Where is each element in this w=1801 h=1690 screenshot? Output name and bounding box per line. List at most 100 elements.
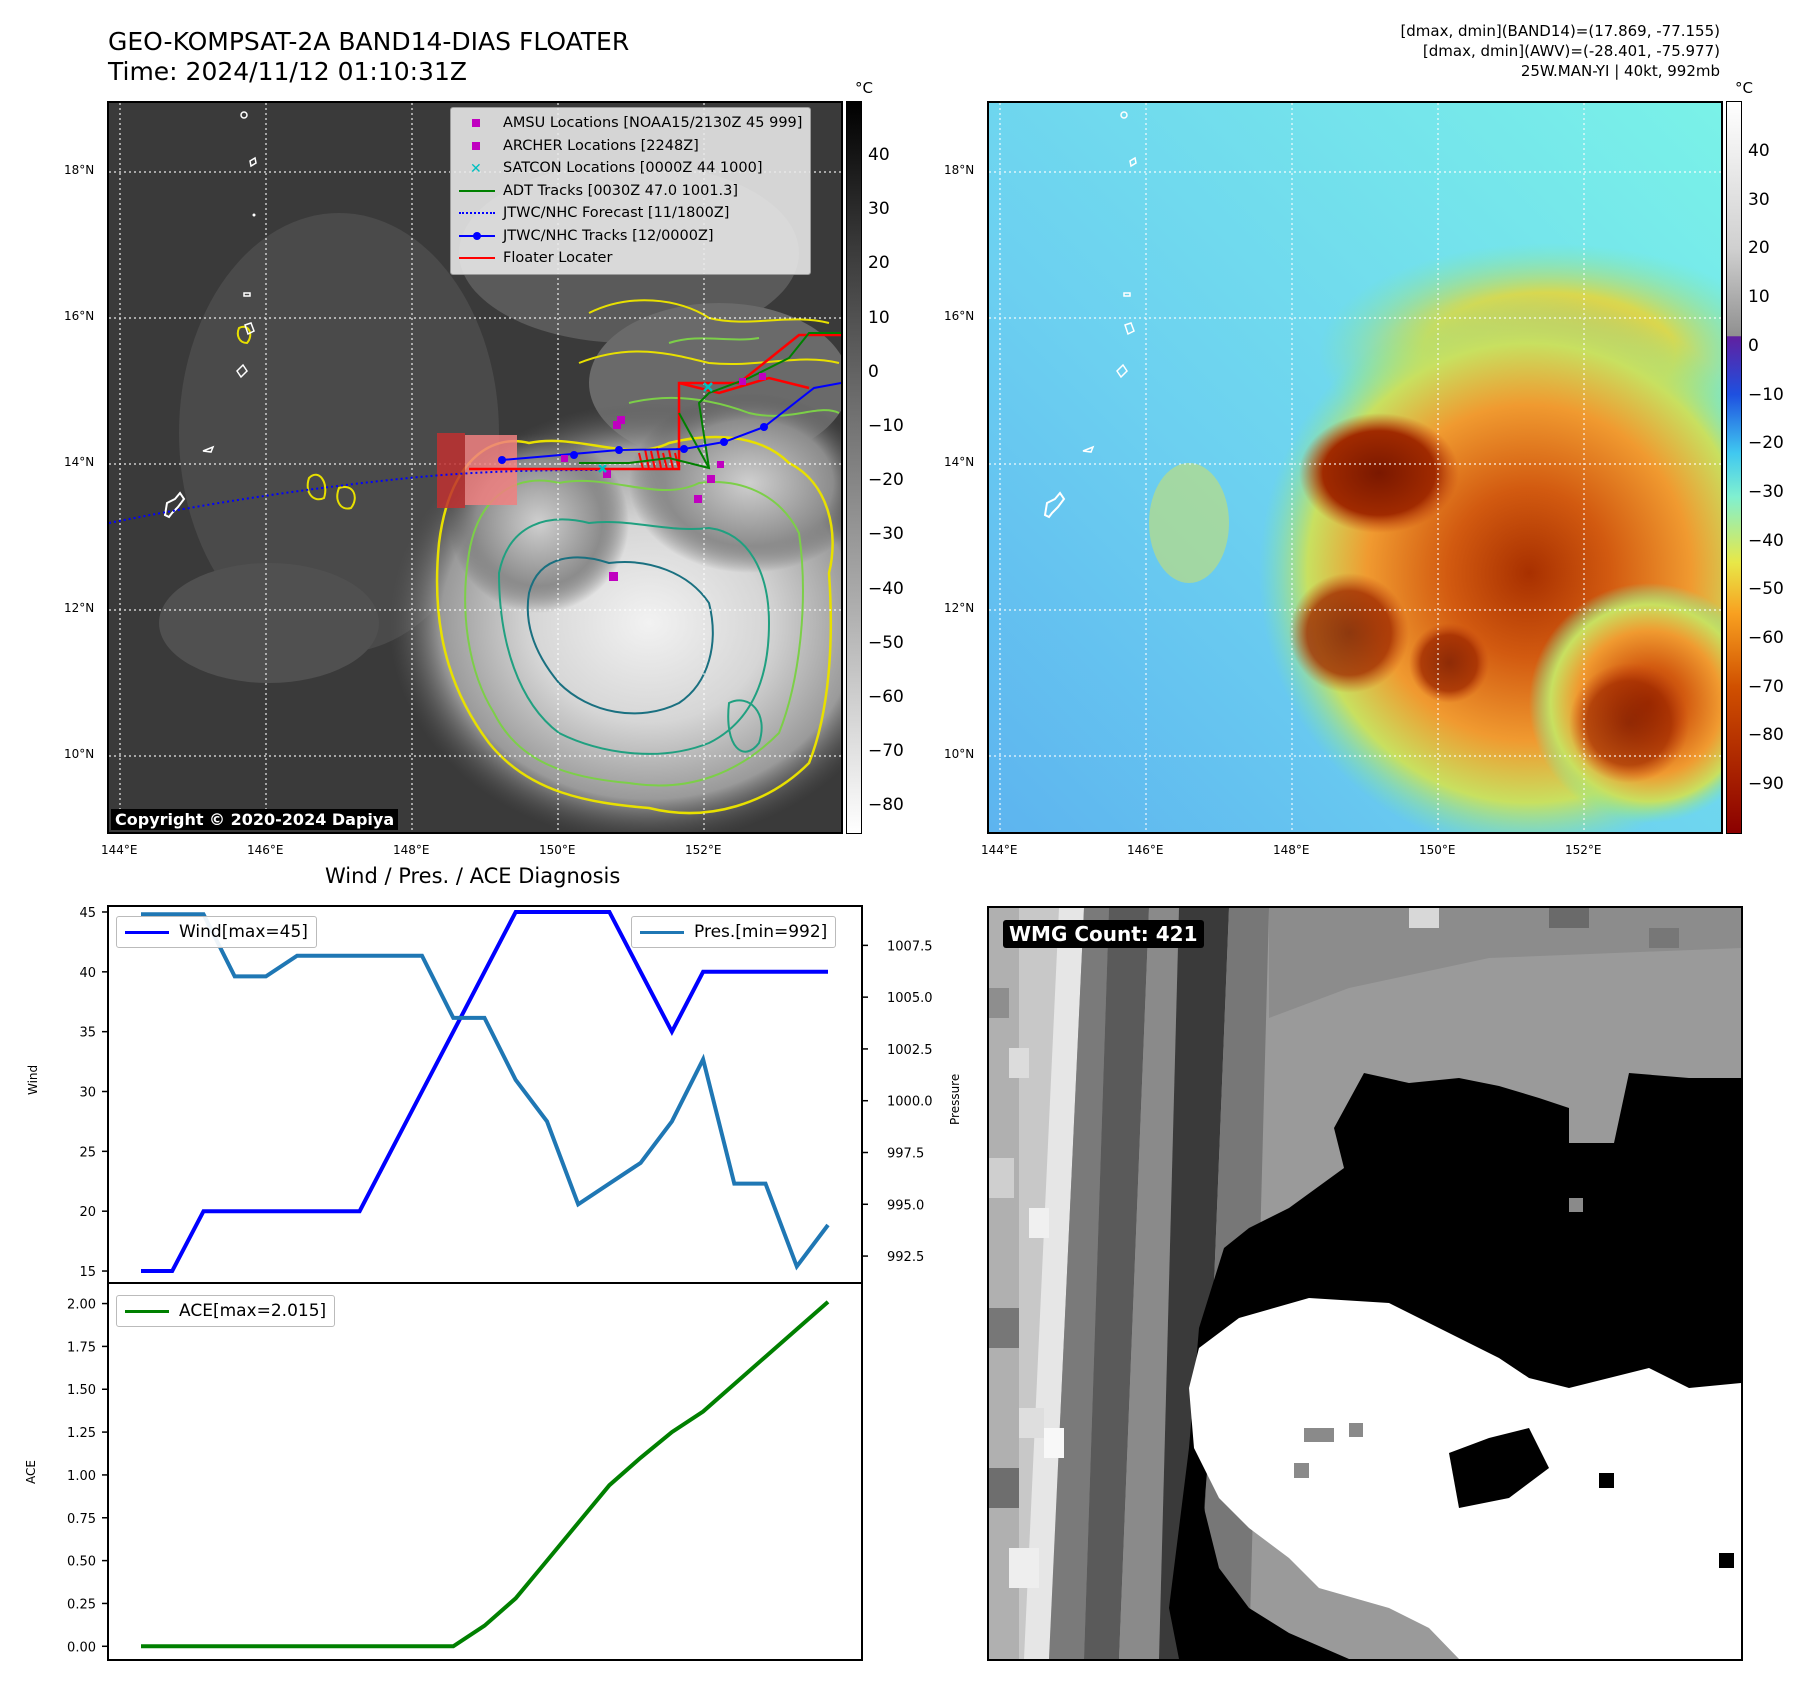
ace-axis-label: ACE bbox=[24, 1460, 38, 1484]
pressure-tick-label: 997.5 bbox=[887, 1147, 924, 1162]
left-colorbar bbox=[846, 101, 862, 834]
colorbar-tick: −60 bbox=[868, 687, 904, 707]
colorbar-tick: −40 bbox=[868, 578, 904, 599]
colorbar-tick: −20 bbox=[868, 470, 904, 491]
colorbar-tick: −70 bbox=[868, 741, 904, 762]
ace-tick-label: 1.00 bbox=[67, 1469, 96, 1484]
lon-tick: 148°E bbox=[393, 843, 430, 857]
colorbar-tick: 10 bbox=[1748, 287, 1770, 308]
pressure-axis-label: Pressure bbox=[948, 1073, 962, 1125]
left-colorbar-unit: °C bbox=[855, 79, 873, 97]
pressure-legend: Pres.[min=992] bbox=[631, 916, 837, 948]
ace-tick-label: 0.25 bbox=[67, 1597, 96, 1612]
right-colorbar bbox=[1726, 101, 1742, 834]
colorbar-tick: 30 bbox=[1748, 189, 1770, 210]
legend-marker-archer bbox=[459, 139, 495, 153]
colorbar-tick: 40 bbox=[1748, 141, 1770, 161]
pressure-legend-key bbox=[640, 930, 684, 934]
right-colorbar-unit: °C bbox=[1735, 79, 1753, 97]
wind-tick-label: 40 bbox=[79, 966, 96, 981]
awv-map bbox=[989, 103, 1721, 832]
legend-marker-amsu bbox=[459, 116, 495, 130]
lat-tick: 14°N bbox=[944, 455, 975, 469]
lon-tick: 148°E bbox=[1273, 843, 1310, 857]
awv-range: [dmax, dmin](AWV)=(-28.401, -75.977) bbox=[1422, 42, 1720, 60]
colorbar-tick: 0 bbox=[868, 361, 879, 382]
wmg-count-label: WMG Count: 421 bbox=[1003, 920, 1204, 948]
wind-tick-label: 20 bbox=[79, 1205, 96, 1220]
ace-tick-label: 0.00 bbox=[67, 1640, 96, 1655]
ace-chart: 2.00 1.75 1.50 1.25 1.00 0.75 0.50 0.25 0.00 bbox=[67, 1282, 863, 1661]
pressure-tick-label: 1005.0 bbox=[887, 991, 933, 1006]
wind-tick-label: 30 bbox=[79, 1086, 96, 1101]
lon-tick: 144°E bbox=[981, 843, 1018, 857]
colorbar-tick: 10 bbox=[868, 307, 890, 328]
wind-legend-key bbox=[125, 930, 169, 934]
lon-tick: 150°E bbox=[539, 843, 576, 857]
legend-marker-tracks bbox=[459, 229, 495, 243]
legend-label-forecast: JTWC/NHC Forecast [11/1800Z] bbox=[503, 205, 730, 221]
legend-marker-floater bbox=[459, 251, 495, 265]
legend-label-floater: Floater Locater bbox=[503, 250, 613, 266]
lat-tick: 16°N bbox=[64, 309, 95, 323]
ace-tick-label: 0.50 bbox=[67, 1555, 96, 1570]
awv-map-panel bbox=[987, 101, 1723, 834]
lat-tick: 16°N bbox=[944, 309, 975, 323]
colorbar-tick: −90 bbox=[1748, 774, 1784, 795]
ace-legend-label: ACE[max=2.015] bbox=[179, 1301, 327, 1321]
wind-pressure-chart: 45 40 35 30 25 20 15 1007.5 1005.0 1002.5 1000.0 99… bbox=[79, 905, 933, 1284]
legend-label-archer: ARCHER Locations [2248Z] bbox=[503, 137, 699, 154]
colorbar-tick: −50 bbox=[868, 632, 904, 653]
lat-tick: 14°N bbox=[64, 455, 95, 469]
colorbar-tick: −30 bbox=[868, 524, 904, 545]
lon-tick: 150°E bbox=[1419, 843, 1456, 857]
ace-tick-label: 1.50 bbox=[67, 1383, 96, 1398]
pressure-tick-label: 1007.5 bbox=[887, 939, 933, 954]
copyright-label: Copyright © 2020-2024 Dapiya bbox=[111, 809, 399, 830]
colorbar-tick: −70 bbox=[1748, 676, 1784, 697]
colorbar-tick: −20 bbox=[1748, 433, 1784, 454]
wind-tick-label: 25 bbox=[79, 1145, 96, 1160]
chart-title: GEO-KOMPSAT-2A BAND14-DIAS FLOATER bbox=[108, 27, 630, 56]
legend-label-satcon: SATCON Locations [0000Z 44 1000] bbox=[503, 160, 763, 176]
legend-label-adt: ADT Tracks [0030Z 47.0 1001.3] bbox=[503, 182, 739, 199]
colorbar-tick: 20 bbox=[1748, 238, 1770, 259]
colorbar-tick: −80 bbox=[868, 795, 904, 816]
pressure-tick-label: 992.5 bbox=[887, 1250, 924, 1265]
ace-tick-label: 0.75 bbox=[67, 1512, 96, 1527]
pressure-legend-label: Pres.[min=992] bbox=[694, 922, 828, 942]
legend-marker-adt bbox=[459, 184, 495, 198]
pressure-tick-label: 1000.0 bbox=[887, 1095, 933, 1110]
lon-tick: 146°E bbox=[1127, 843, 1164, 857]
lat-tick: 10°N bbox=[944, 747, 975, 761]
legend-label-amsu: AMSU Locations [NOAA15/2130Z 45 999] bbox=[503, 115, 803, 131]
wind-tick-label: 15 bbox=[79, 1265, 96, 1280]
ace-legend-key bbox=[125, 1309, 169, 1313]
lon-tick: 152°E bbox=[1565, 843, 1602, 857]
legend-item-tracks: JTWC/NHC Tracks [12/0000Z] bbox=[459, 225, 802, 248]
wmg-panel: WMG Count: 421 bbox=[987, 906, 1743, 1661]
colorbar-tick: 40 bbox=[868, 145, 890, 165]
ace-plot-frame bbox=[107, 1282, 863, 1661]
colorbar-tick: 0 bbox=[1748, 335, 1759, 356]
colorbar-tick: −50 bbox=[1748, 579, 1784, 600]
band14-map-panel: AMSU Locations [NOAA15/2130Z 45 999] ARC… bbox=[107, 101, 843, 834]
ace-tick-label: 1.25 bbox=[67, 1426, 96, 1441]
legend-item-forecast: JTWC/NHC Forecast [11/1800Z] bbox=[459, 202, 802, 225]
lat-tick: 12°N bbox=[64, 601, 95, 615]
colorbar-tick: 30 bbox=[868, 199, 890, 220]
ace-tick-label: 1.75 bbox=[67, 1340, 96, 1355]
wind-series-line bbox=[141, 910, 828, 1273]
ace-series-line bbox=[141, 1300, 830, 1649]
diagnosis-title: Wind / Pres. / ACE Diagnosis bbox=[325, 864, 621, 888]
colorbar-tick: −10 bbox=[868, 416, 904, 436]
lon-tick: 152°E bbox=[685, 843, 722, 857]
colorbar-tick: 20 bbox=[868, 253, 890, 274]
legend-item-amsu: AMSU Locations [NOAA15/2130Z 45 999] bbox=[459, 112, 802, 135]
legend-item-satcon: ✕ SATCON Locations [0000Z 44 1000] bbox=[459, 157, 802, 180]
colorbar-tick: −30 bbox=[1748, 481, 1784, 502]
pressure-tick-label: 995.0 bbox=[887, 1198, 924, 1213]
wind-axis-label: Wind bbox=[26, 1064, 40, 1095]
wind-tick-label: 35 bbox=[79, 1026, 96, 1041]
lon-tick: 146°E bbox=[247, 843, 284, 857]
